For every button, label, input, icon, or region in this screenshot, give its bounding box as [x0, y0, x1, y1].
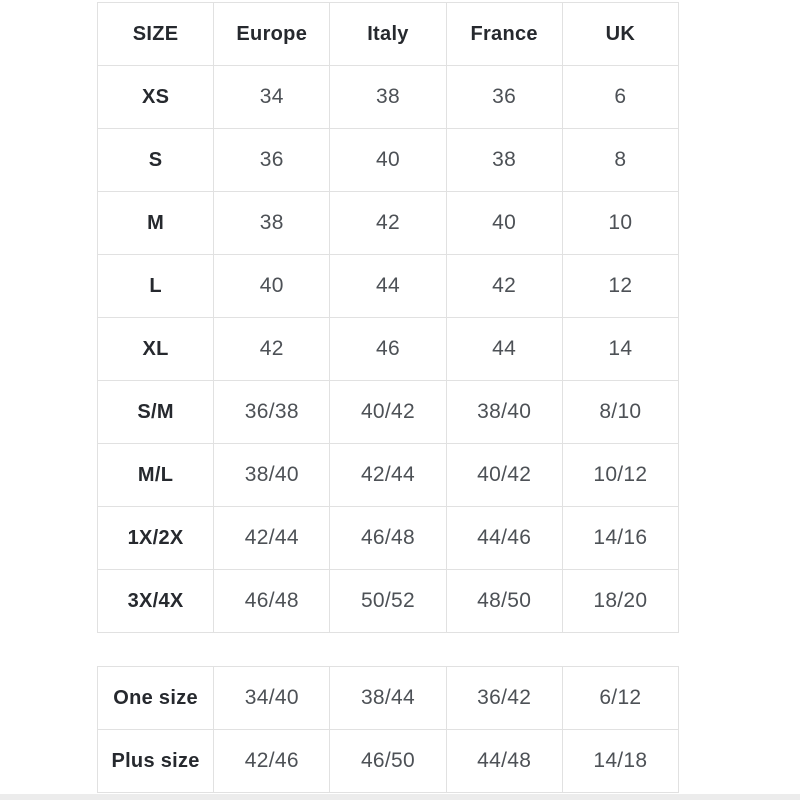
table-row-m: M 38 42 40 10	[96, 191, 680, 255]
cell-europe: 42/44	[213, 506, 331, 570]
cell-italy: 46/50	[329, 729, 447, 793]
cell-europe: 34/40	[213, 666, 331, 730]
row-label: One size	[96, 666, 215, 730]
cell-uk: 18/20	[561, 569, 680, 633]
cell-italy: 50/52	[329, 569, 447, 633]
header-france: France	[445, 2, 563, 66]
cell-uk: 12	[561, 254, 680, 318]
table-row-1x2x: 1X/2X 42/44 46/48 44/46 14/16	[96, 506, 680, 570]
cell-uk: 8/10	[561, 380, 680, 444]
header-size: SIZE	[96, 2, 215, 66]
table-row-s: S 36 40 38 8	[96, 128, 680, 192]
cell-uk: 6/12	[561, 666, 680, 730]
cell-france: 40/42	[445, 443, 563, 507]
cell-france: 44/46	[445, 506, 563, 570]
table-row-plus-size: Plus size 42/46 46/50 44/48 14/18	[96, 729, 680, 793]
cell-italy: 38	[329, 65, 447, 129]
row-label: 1X/2X	[96, 506, 215, 570]
size-conversion-table: SIZE Europe Italy France UK XS 34 38 36 …	[96, 2, 680, 633]
cell-france: 36	[445, 65, 563, 129]
cell-uk: 6	[561, 65, 680, 129]
cell-france: 36/42	[445, 666, 563, 730]
row-label: 3X/4X	[96, 569, 215, 633]
table-row-one-size: One size 34/40 38/44 36/42 6/12	[96, 666, 680, 730]
header-uk: UK	[561, 2, 680, 66]
row-label: XS	[96, 65, 215, 129]
table-row-ml: M/L 38/40 42/44 40/42 10/12	[96, 443, 680, 507]
cell-italy: 40	[329, 128, 447, 192]
cell-italy: 42/44	[329, 443, 447, 507]
cell-france: 48/50	[445, 569, 563, 633]
cell-italy: 38/44	[329, 666, 447, 730]
cell-uk: 8	[561, 128, 680, 192]
cell-uk: 14	[561, 317, 680, 381]
cell-italy: 42	[329, 191, 447, 255]
cell-europe: 36/38	[213, 380, 331, 444]
cell-europe: 34	[213, 65, 331, 129]
cell-italy: 46	[329, 317, 447, 381]
cell-uk: 10	[561, 191, 680, 255]
one-size-plus-size-table: One size 34/40 38/44 36/42 6/12 Plus siz…	[96, 666, 680, 793]
cell-italy: 46/48	[329, 506, 447, 570]
row-label: XL	[96, 317, 215, 381]
row-label: M/L	[96, 443, 215, 507]
table-row-xl: XL 42 46 44 14	[96, 317, 680, 381]
cell-europe: 40	[213, 254, 331, 318]
bottom-divider	[0, 794, 800, 800]
table-header-row: SIZE Europe Italy France UK	[96, 2, 680, 66]
cell-uk: 14/16	[561, 506, 680, 570]
table-row-xs: XS 34 38 36 6	[96, 65, 680, 129]
cell-france: 42	[445, 254, 563, 318]
cell-france: 38/40	[445, 380, 563, 444]
row-label: Plus size	[96, 729, 215, 793]
header-europe: Europe	[213, 2, 331, 66]
row-label: S/M	[96, 380, 215, 444]
cell-france: 44/48	[445, 729, 563, 793]
row-label: S	[96, 128, 215, 192]
cell-europe: 42	[213, 317, 331, 381]
cell-europe: 38/40	[213, 443, 331, 507]
cell-france: 40	[445, 191, 563, 255]
cell-uk: 14/18	[561, 729, 680, 793]
table-row-3x4x: 3X/4X 46/48 50/52 48/50 18/20	[96, 569, 680, 633]
header-italy: Italy	[329, 2, 447, 66]
cell-italy: 40/42	[329, 380, 447, 444]
cell-europe: 46/48	[213, 569, 331, 633]
cell-uk: 10/12	[561, 443, 680, 507]
cell-europe: 38	[213, 191, 331, 255]
cell-europe: 42/46	[213, 729, 331, 793]
cell-france: 38	[445, 128, 563, 192]
cell-italy: 44	[329, 254, 447, 318]
table-row-sm: S/M 36/38 40/42 38/40 8/10	[96, 380, 680, 444]
cell-france: 44	[445, 317, 563, 381]
cell-europe: 36	[213, 128, 331, 192]
row-label: M	[96, 191, 215, 255]
row-label: L	[96, 254, 215, 318]
table-row-l: L 40 44 42 12	[96, 254, 680, 318]
